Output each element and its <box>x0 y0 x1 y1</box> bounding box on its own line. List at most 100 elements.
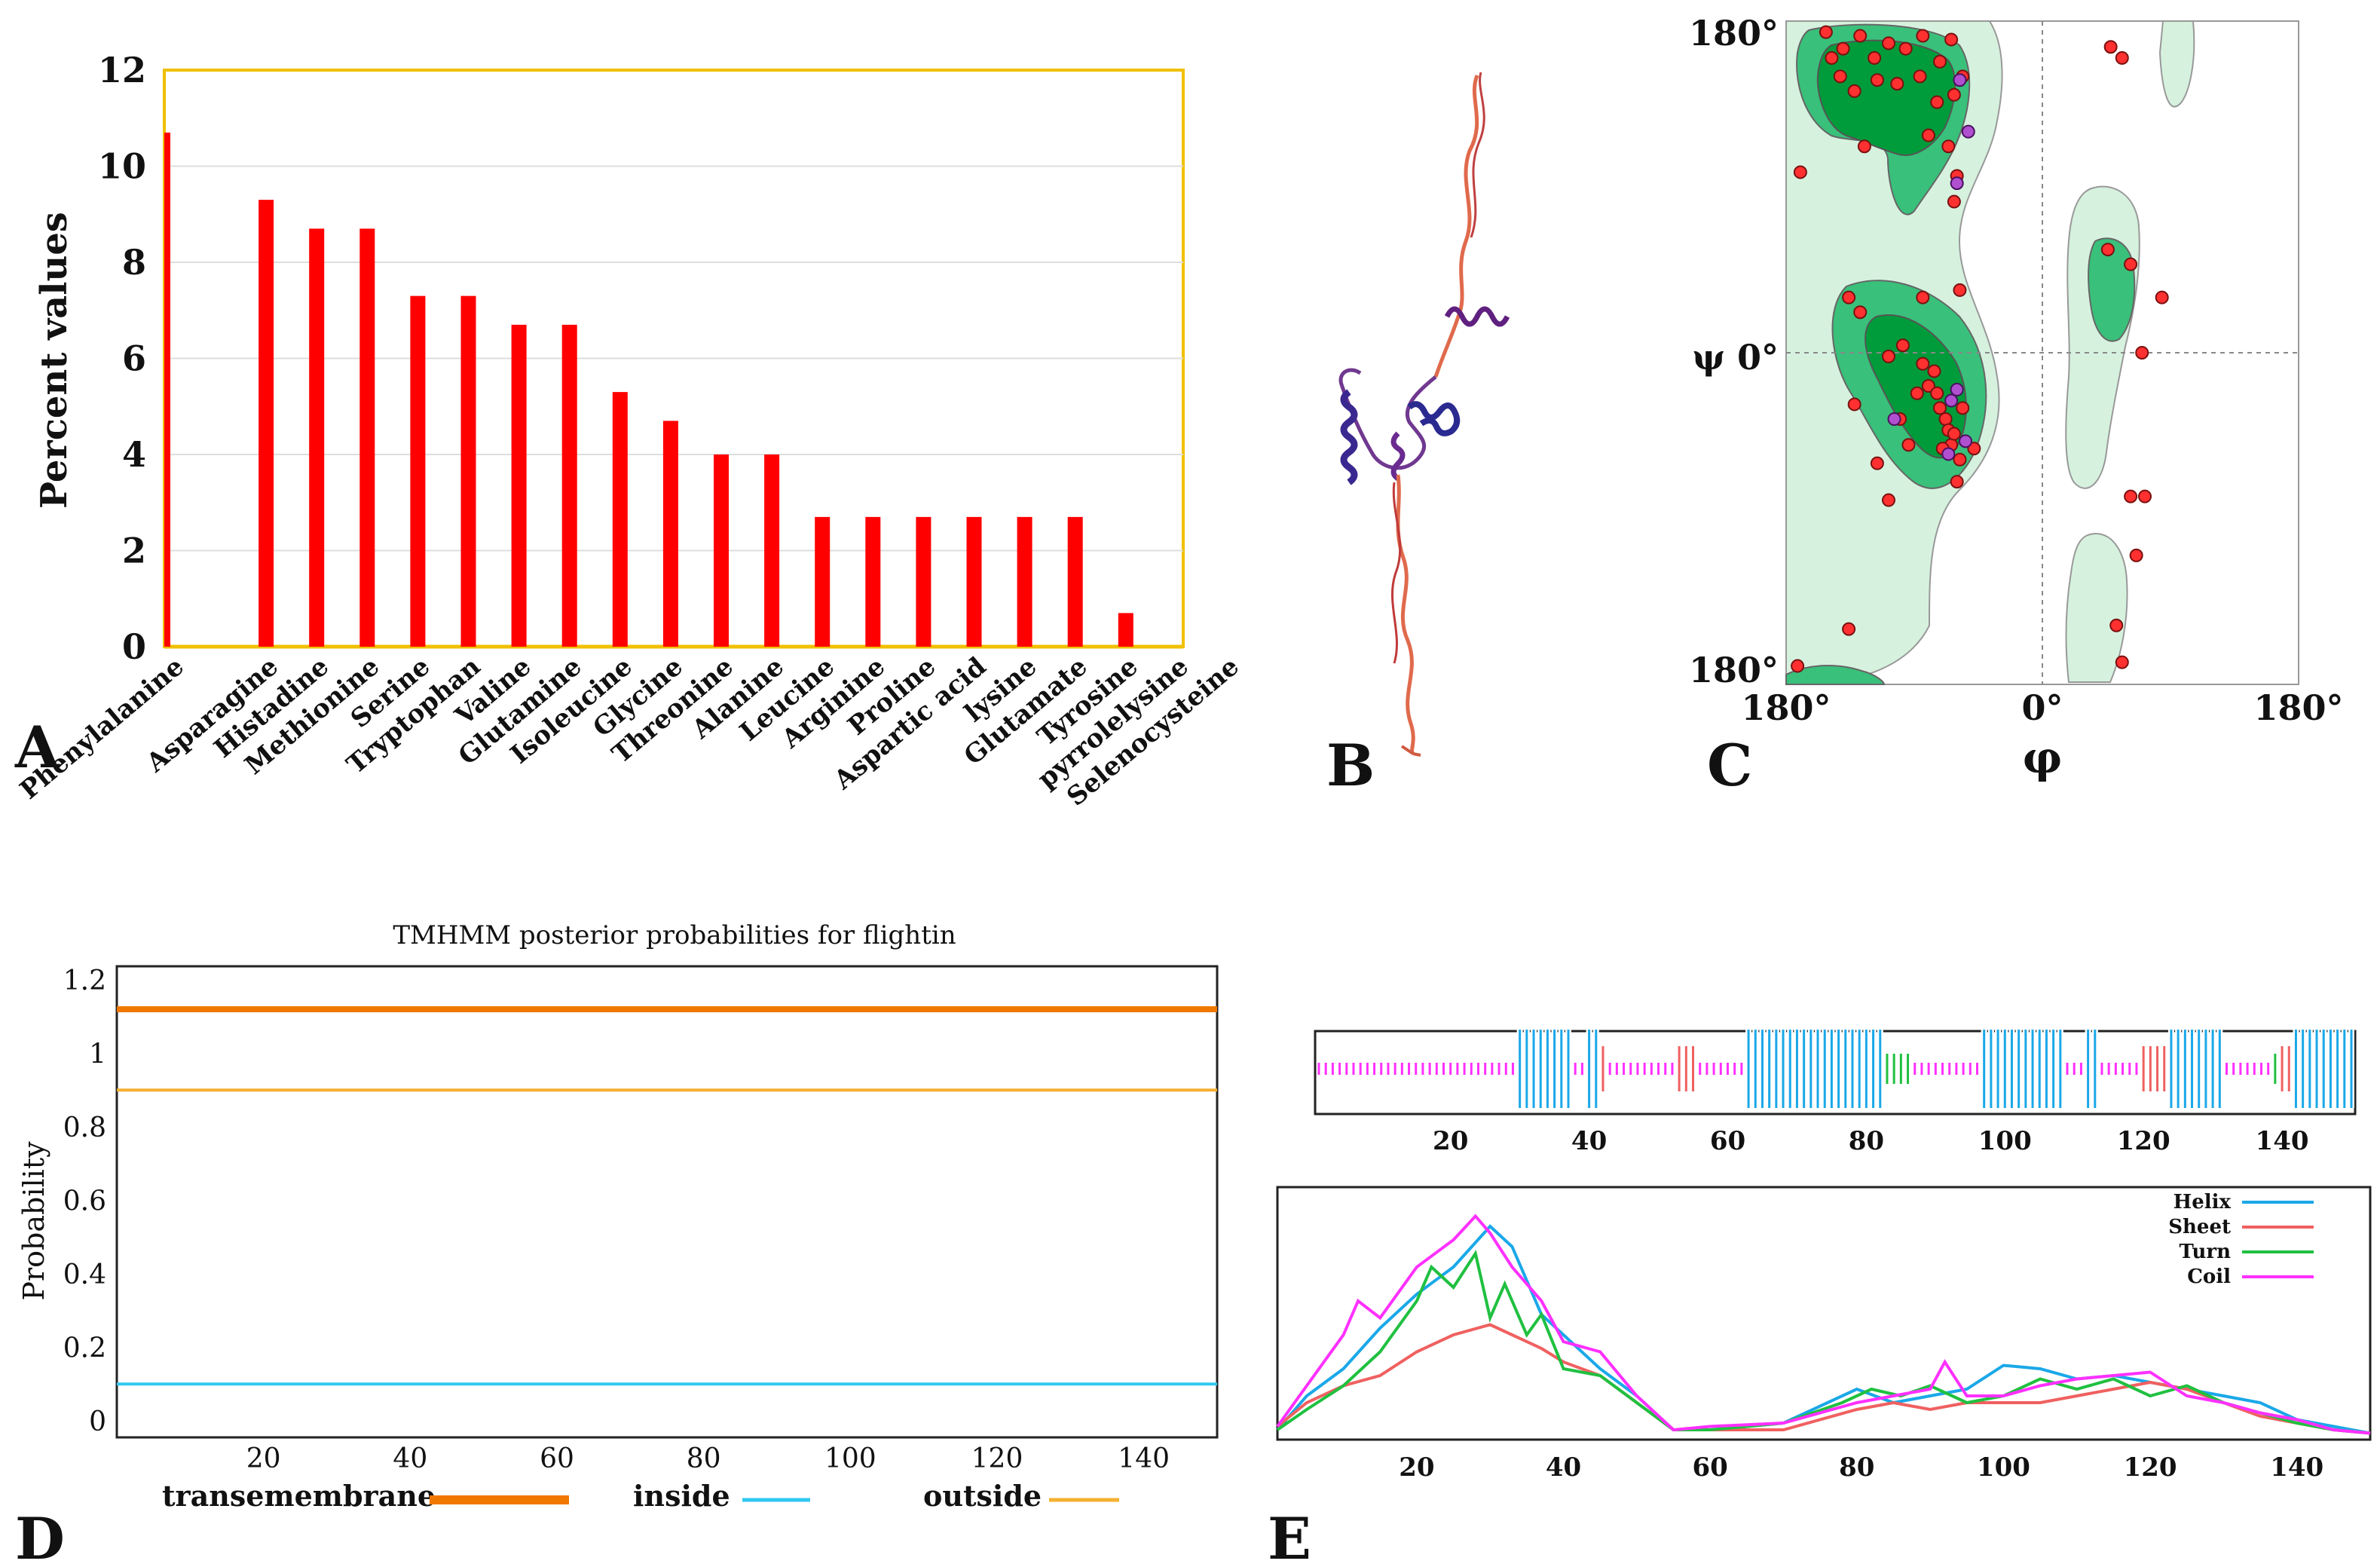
panel-a-bars <box>164 132 1133 647</box>
rama-point-glycine <box>1961 124 1975 139</box>
panel-e-secondary-structure: 20 40 60 80 100 120 140 20 40 60 80 100 120 140 Heli… <box>1268 1030 2372 1567</box>
rama-point <box>1842 290 1856 305</box>
ribbon-bottom-tail <box>1400 745 1421 757</box>
panel-a-bar <box>764 454 780 647</box>
panel-a-y-tick: 2 <box>122 531 146 571</box>
panel-a-bar <box>561 324 577 647</box>
rama-point <box>1847 397 1861 412</box>
rama-ytick-top: 180° <box>1689 13 1779 54</box>
ribbon-lower-coil-2 <box>1390 482 1402 664</box>
rama-point <box>1791 659 1805 673</box>
rama-point <box>1842 622 1856 636</box>
ribbon-upper-coil <box>1433 75 1479 378</box>
rama-point <box>1953 283 1967 297</box>
panel-e-x-tick: 120 <box>2124 1452 2177 1483</box>
rama-point <box>2124 257 2138 271</box>
ribbon-helix-right <box>1407 401 1461 436</box>
legend-turn-label: Turn <box>2180 1241 2232 1263</box>
rama-point <box>1938 412 1953 426</box>
rama-point <box>1967 442 1981 456</box>
rama-point <box>2100 243 2115 257</box>
panel-d-x-tick: 120 <box>971 1443 1023 1474</box>
rama-region-allowed-bottom-left <box>1785 665 1886 685</box>
rama-point <box>1882 36 1895 50</box>
rama-x-axis-label: φ <box>2023 732 2062 783</box>
rama-point-glycine <box>1950 176 1964 191</box>
panel-e-x-tick: 100 <box>1977 1452 2030 1483</box>
panel-e-x-tick: 40 <box>1546 1452 1581 1483</box>
panel-a-bar <box>460 295 476 647</box>
panel-e-structure-track <box>1317 1030 2354 1108</box>
panel-a-bar <box>258 200 274 647</box>
panel-e-track-tick: 100 <box>1978 1126 2032 1156</box>
rama-point-glycine <box>1959 434 1972 448</box>
panel-d-x-tick: 100 <box>824 1443 876 1474</box>
panel-a-bar <box>662 421 678 647</box>
panel-e-line-turn <box>1276 1249 2371 1435</box>
panel-d-y-tick: 0 <box>89 1406 106 1437</box>
panel-e-track-tick-labels: 20 40 60 80 100 120 140 <box>1433 1126 2309 1156</box>
rama-point <box>1836 41 1850 56</box>
rama-ytick-bottom: 180° <box>1689 650 1779 690</box>
rama-point <box>1921 128 1935 142</box>
panel-d-probability-lines <box>117 1006 1217 1386</box>
rama-point <box>1847 84 1861 98</box>
legend-helix-label: Helix <box>2174 1191 2232 1214</box>
panel-d-x-tick: 140 <box>1118 1443 1170 1474</box>
panel-e-track-tick: 20 <box>1433 1126 1468 1156</box>
panel-a-y-tick: 0 <box>122 626 146 667</box>
panel-a-y-tick: 12 <box>98 50 146 90</box>
rama-point-glycine <box>1944 393 1959 408</box>
rama-point <box>1833 69 1847 84</box>
rama-xtick-mid: 0° <box>2021 687 2063 728</box>
ribbon-upper-coil-2 <box>1470 72 1485 238</box>
panel-a-category-labels: PhenylalanineAsparagineHistadineMethioni… <box>14 651 1245 812</box>
rama-point <box>1930 386 1944 400</box>
rama-point-glycine <box>1953 73 1967 87</box>
panel-e-track-tick: 80 <box>1849 1126 1884 1156</box>
rama-point <box>1941 139 1956 154</box>
rama-point <box>1825 50 1839 65</box>
rama-point <box>1910 386 1924 400</box>
rama-point <box>1853 29 1868 43</box>
legend-sheet-label: Sheet <box>2168 1216 2231 1238</box>
panel-a-y-tick: 8 <box>122 242 146 283</box>
rama-xtick-left: 180° <box>1741 687 1831 728</box>
panel-d-x-tick-labels: 20 40 60 80 100 120 140 <box>246 1443 1170 1474</box>
panel-d-y-axis-label: Probability <box>17 1141 50 1301</box>
ribbon-helix-center <box>1390 431 1406 481</box>
panel-a-bar-chart: 0 2 4 6 8 10 12 PhenylalanineAsparagineHistadi… <box>14 50 1245 813</box>
panel-e-track-frame <box>1314 1030 2357 1116</box>
rama-region-general-top-right <box>2158 20 2195 108</box>
rama-point <box>1882 493 1895 507</box>
panel-d-y-tick: 0.6 <box>63 1186 106 1217</box>
panel-d-x-tick: 60 <box>540 1443 574 1474</box>
panel-c-letter: C <box>1707 732 1753 799</box>
legend-outside-label: outside <box>923 1479 1042 1513</box>
panel-a-bar <box>865 516 881 647</box>
panel-d-letter: D <box>15 1505 65 1567</box>
rama-point <box>1916 357 1930 371</box>
rama-point <box>1927 364 1941 378</box>
panel-a-bar <box>511 324 527 647</box>
panel-e-profile-lines <box>1276 1214 2371 1435</box>
rama-point <box>1870 456 1884 470</box>
legend-inside-label: inside <box>633 1479 730 1513</box>
panel-a-bar <box>714 454 729 647</box>
rama-point <box>1921 379 1935 393</box>
ribbon-helix-left <box>1340 389 1358 485</box>
rama-point-glycine <box>1950 382 1964 396</box>
rama-point <box>2109 618 2124 632</box>
panel-a-y-tick: 4 <box>122 434 146 475</box>
rama-point <box>1819 25 1833 39</box>
panel-e-line-coil <box>1276 1214 2371 1435</box>
panel-d-y-tick-labels: 0 0.2 0.4 0.6 0.8 1 1.2 <box>63 966 106 1437</box>
rama-point <box>1933 54 1947 69</box>
rama-point-glycine <box>1887 412 1901 426</box>
rama-point <box>1950 475 1964 489</box>
panel-a-bar <box>1017 516 1032 647</box>
rama-point <box>2115 655 2129 669</box>
panel-d-legend: transemembrane inside outside <box>162 1479 1119 1513</box>
panel-e-legend: Helix Sheet Turn Coil <box>2168 1191 2314 1288</box>
